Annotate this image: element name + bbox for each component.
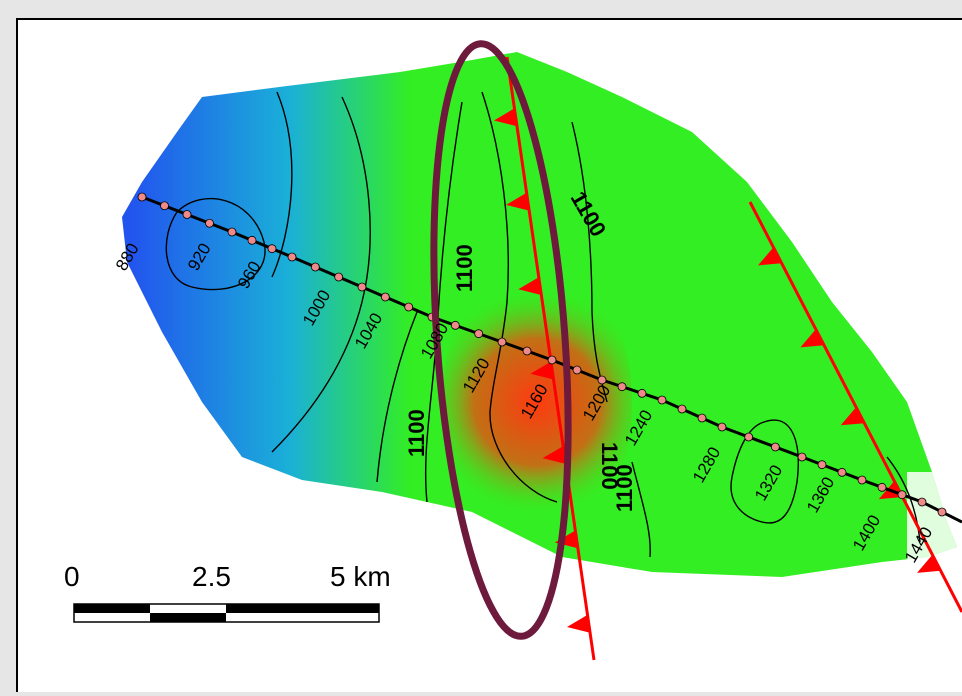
well-marker (522, 346, 532, 356)
well-marker (897, 490, 907, 500)
scale-bar-segment (74, 604, 150, 613)
contour-line (730, 419, 799, 524)
scale-label-0: 0 (64, 561, 80, 592)
fault-tick (530, 361, 554, 380)
fault-tick (758, 247, 782, 266)
well-marker (474, 329, 484, 339)
well-marker (597, 375, 607, 385)
contour-label-bold: 1100 (597, 442, 622, 490)
fault-tick (506, 192, 530, 211)
well-marker (334, 272, 344, 282)
well-marker (227, 227, 237, 237)
well-marker (380, 292, 390, 302)
well-markers (137, 192, 947, 517)
highlight-ellipse (430, 40, 572, 640)
contour-label-bold: 1100 (404, 409, 429, 457)
well-marker (744, 432, 754, 442)
well-marker (677, 404, 687, 414)
fault-tick (840, 407, 865, 426)
fault-tick (800, 329, 825, 348)
well-marker (770, 442, 780, 452)
scale-label-mid: 2.5 (192, 561, 231, 592)
well-marker (697, 413, 707, 423)
contour-line (271, 91, 293, 278)
contour-map: 880 920 960 1000 1040 1080 1120 1160 120… (64, 40, 962, 661)
well-path (137, 192, 962, 524)
fault-line (748, 201, 962, 613)
contour-line (271, 96, 371, 453)
contour-line (165, 197, 266, 291)
well-marker (877, 482, 887, 492)
well-marker (160, 201, 169, 211)
well-marker (310, 262, 320, 272)
map-frame: 880 920 960 1000 1040 1080 1120 1160 120… (16, 18, 962, 692)
well-marker (205, 218, 214, 228)
well-marker (137, 192, 147, 202)
scale-bar-segment (150, 613, 226, 622)
fault-tick (567, 614, 591, 633)
hot-anomaly (442, 252, 632, 552)
contour-lines (165, 91, 921, 558)
well-marker (450, 320, 460, 330)
well-marker (267, 244, 277, 254)
fault-ticks (493, 108, 941, 633)
well-marker (637, 388, 647, 398)
well-marker (617, 382, 627, 392)
well-marker (817, 460, 827, 470)
fault-tick (542, 446, 566, 464)
well-marker (657, 395, 667, 405)
well-marker (797, 452, 807, 462)
contour-line (631, 461, 651, 558)
contour-line (481, 91, 558, 503)
well-marker (404, 302, 414, 312)
fault-tick (518, 277, 542, 296)
well-marker (717, 422, 727, 432)
fault-tick (493, 108, 517, 127)
well-marker (247, 235, 257, 245)
contour-line (376, 311, 418, 483)
scale-bar: 0 2.5 5 km (64, 561, 391, 623)
well-marker (497, 337, 507, 347)
well-marker (357, 282, 367, 292)
well-marker (917, 497, 927, 507)
well-marker (572, 365, 582, 375)
well-marker (837, 467, 847, 477)
well-marker (547, 355, 557, 365)
well-marker (287, 252, 297, 262)
contour-label-bold: 1100 (612, 464, 637, 512)
scale-label-end: 5 km (330, 561, 391, 592)
scale-bar-segment (226, 604, 379, 613)
well-marker (182, 210, 192, 219)
fault-tick (917, 554, 941, 573)
contour-label-bold: 1100 (452, 244, 477, 292)
well-marker (937, 507, 947, 517)
well-marker (857, 475, 867, 485)
